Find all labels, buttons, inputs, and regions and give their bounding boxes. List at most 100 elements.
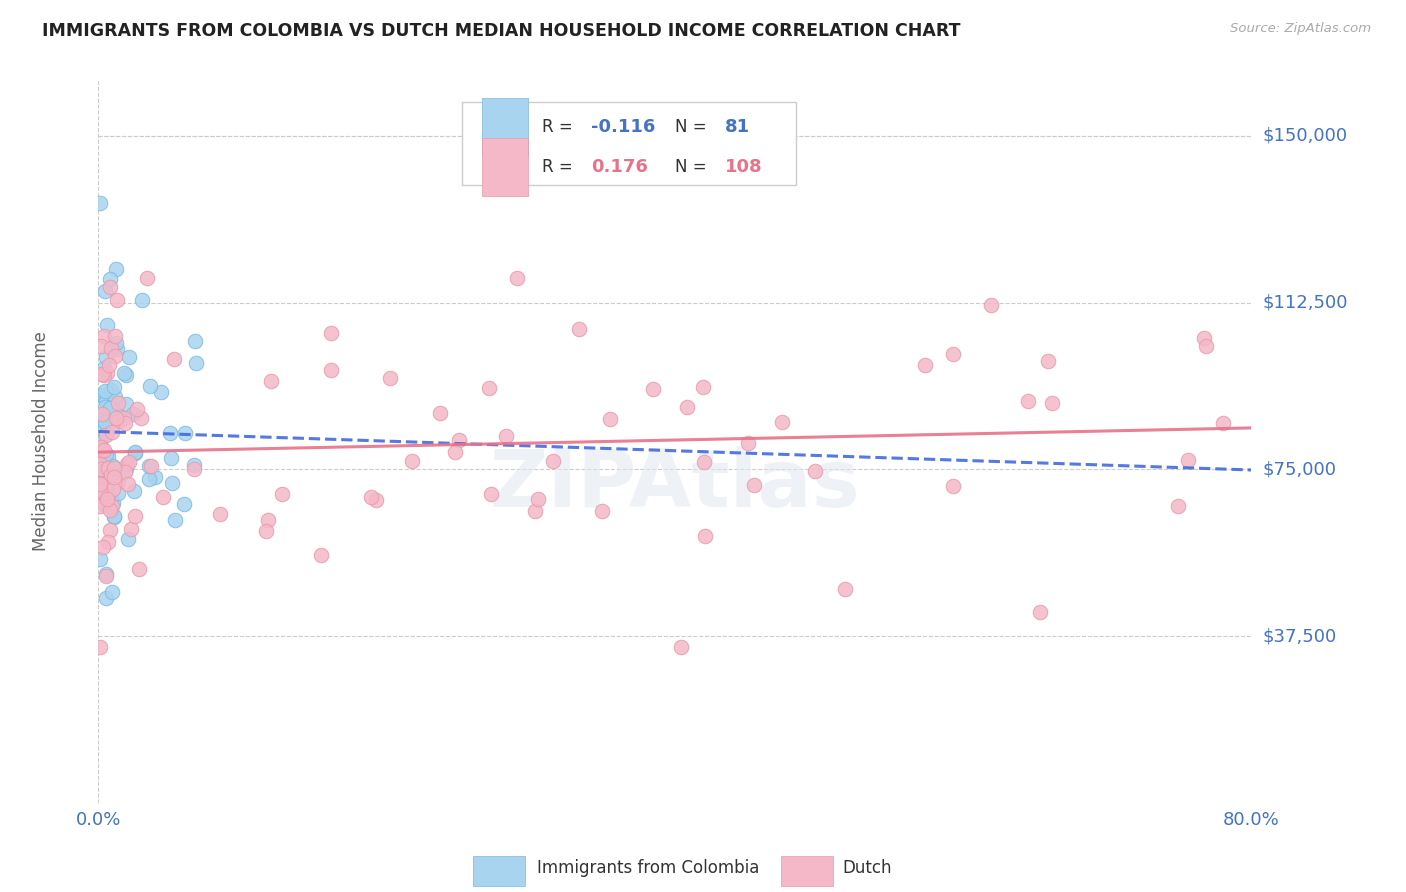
Point — [89, 434, 111, 448]
Point — [107, 414, 129, 428]
Point — [96, 566, 118, 581]
Point — [94, 447, 117, 461]
Point — [143, 470, 166, 484]
Point — [101, 482, 124, 496]
Point — [103, 460, 125, 475]
Point — [118, 455, 141, 469]
Point — [524, 504, 547, 518]
Text: Immigrants from Colombia: Immigrants from Colombia — [537, 859, 759, 877]
Point — [117, 532, 139, 546]
Point — [1167, 499, 1189, 513]
Point — [90, 440, 112, 454]
Point — [89, 445, 111, 459]
Point — [89, 477, 111, 491]
Point — [104, 262, 127, 277]
Point — [479, 487, 502, 501]
Point — [122, 407, 145, 421]
Point — [150, 384, 173, 399]
Point — [93, 442, 115, 457]
Point — [93, 406, 115, 420]
Point — [129, 411, 152, 425]
Point — [173, 497, 195, 511]
Text: 81: 81 — [724, 118, 749, 136]
Point — [90, 491, 112, 506]
Point — [128, 562, 150, 576]
Point — [89, 457, 111, 471]
Point — [117, 477, 139, 491]
Point — [101, 425, 124, 439]
Point — [770, 415, 793, 429]
Text: -0.116: -0.116 — [591, 118, 655, 136]
Point — [568, 321, 591, 335]
Point — [1212, 416, 1234, 430]
Point — [152, 491, 174, 505]
Text: Dutch: Dutch — [842, 859, 891, 877]
Point — [1029, 605, 1052, 619]
Point — [107, 475, 129, 490]
Point — [94, 384, 117, 399]
Point — [914, 358, 936, 372]
Point — [103, 380, 125, 394]
Point — [94, 285, 117, 299]
Point — [104, 390, 127, 404]
Text: 0.176: 0.176 — [591, 158, 648, 176]
Point — [104, 335, 127, 350]
Point — [139, 379, 162, 393]
Point — [160, 450, 183, 465]
Point — [96, 366, 118, 380]
Point — [1195, 339, 1218, 353]
Point — [138, 471, 160, 485]
Point — [599, 412, 621, 426]
Point — [112, 366, 135, 380]
Point — [89, 412, 111, 426]
Text: ZIPAtlas: ZIPAtlas — [489, 446, 860, 524]
Text: $150,000: $150,000 — [1263, 127, 1347, 145]
Point — [97, 417, 120, 431]
Point — [100, 401, 122, 416]
Point — [96, 318, 118, 332]
Point — [641, 382, 664, 396]
Point — [1192, 331, 1215, 345]
Point — [101, 500, 124, 514]
FancyBboxPatch shape — [461, 102, 796, 185]
Point — [942, 347, 965, 361]
Point — [506, 271, 529, 285]
Point — [136, 271, 159, 285]
Point — [98, 401, 121, 415]
Text: R =: R = — [543, 158, 578, 176]
Point — [138, 458, 160, 473]
Point — [97, 449, 120, 463]
Point — [94, 467, 117, 481]
Point — [100, 383, 122, 397]
Point — [103, 470, 125, 484]
Point — [115, 368, 138, 382]
Point — [108, 409, 131, 423]
Point — [364, 492, 387, 507]
Point — [91, 540, 114, 554]
Text: $112,500: $112,500 — [1263, 293, 1348, 311]
Point — [98, 272, 121, 286]
Text: Source: ZipAtlas.com: Source: ZipAtlas.com — [1230, 22, 1371, 36]
Point — [93, 424, 115, 438]
Point — [89, 552, 111, 566]
Point — [93, 329, 115, 343]
Point — [104, 329, 127, 343]
Point — [309, 549, 332, 563]
Point — [120, 522, 142, 536]
Point — [89, 640, 111, 655]
Point — [676, 400, 699, 414]
Point — [100, 468, 122, 483]
Point — [94, 350, 117, 364]
Point — [100, 341, 122, 355]
Point — [90, 339, 112, 353]
Point — [91, 408, 114, 422]
Point — [93, 361, 115, 376]
Point — [183, 458, 205, 472]
Point — [112, 410, 135, 425]
FancyBboxPatch shape — [780, 855, 832, 886]
Point — [90, 442, 112, 457]
Point — [96, 485, 118, 500]
Point — [980, 298, 1002, 312]
Text: IMMIGRANTS FROM COLOMBIA VS DUTCH MEDIAN HOUSEHOLD INCOME CORRELATION CHART: IMMIGRANTS FROM COLOMBIA VS DUTCH MEDIAN… — [42, 22, 960, 40]
Point — [163, 352, 186, 367]
